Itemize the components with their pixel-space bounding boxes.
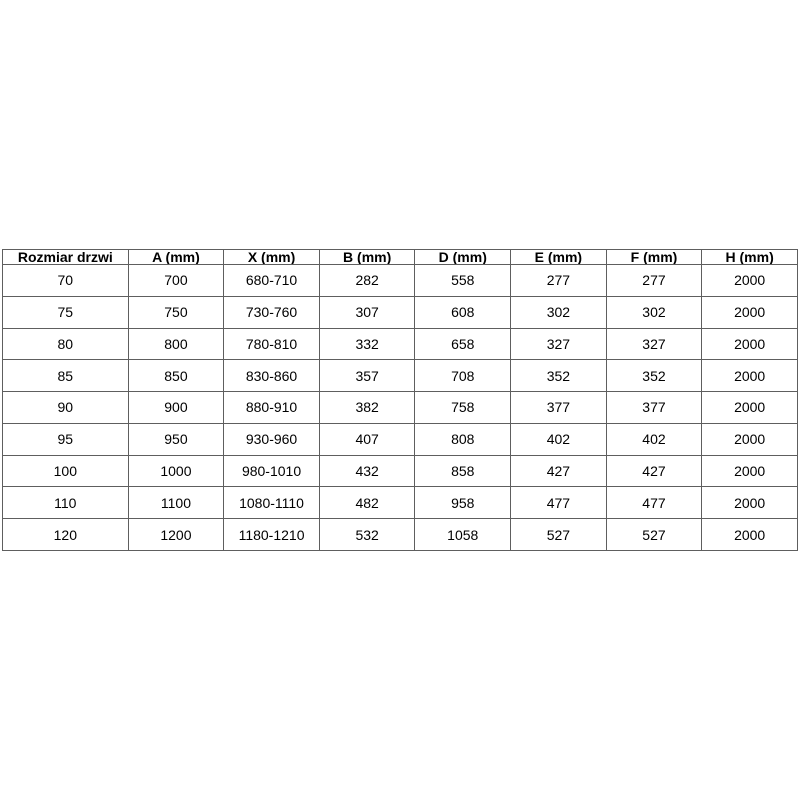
table-cell: 708 (414, 359, 512, 393)
table-cell: 277 (605, 264, 703, 297)
table-cell: 352 (510, 359, 607, 393)
column-header: F (mm) (605, 249, 703, 265)
table-header-row: Rozmiar drzwi A (mm) X (mm) B (mm) D (mm) E (… (2, 249, 798, 265)
table-row: 80 800 780-810 332 658 327 327 2000 (2, 327, 798, 361)
table-cell: 700 (127, 264, 225, 297)
table-cell: 958 (414, 486, 512, 520)
table-cell: 75 (2, 295, 129, 329)
table-row: 95 950 930-960 407 808 402 402 2000 (2, 422, 798, 456)
table-cell: 407 (318, 422, 416, 456)
column-header: H (mm) (701, 249, 798, 265)
table-row: 70 700 680-710 282 558 277 277 2000 (2, 264, 798, 297)
table-cell: 80 (2, 327, 129, 361)
table-cell: 357 (318, 359, 416, 393)
table-cell: 302 (510, 295, 607, 329)
table-cell: 2000 (701, 327, 798, 361)
column-header: D (mm) (414, 249, 512, 265)
table-cell: 1058 (414, 518, 512, 551)
table-cell: 2000 (701, 359, 798, 393)
table-cell: 980-1010 (223, 454, 320, 488)
table-cell: 482 (318, 486, 416, 520)
table-cell: 307 (318, 295, 416, 329)
table-cell: 880-910 (223, 391, 320, 424)
table-cell: 758 (414, 391, 512, 424)
table-cell: 558 (414, 264, 512, 297)
door-size-table-container: Rozmiar drzwi A (mm) X (mm) B (mm) D (mm) E (… (2, 249, 798, 551)
table-cell: 527 (605, 518, 703, 551)
table-cell: 432 (318, 454, 416, 488)
table-cell: 2000 (701, 391, 798, 424)
table-cell: 1080-1110 (223, 486, 320, 520)
table-cell: 427 (605, 454, 703, 488)
table-row: 90 900 880-910 382 758 377 377 2000 (2, 391, 798, 424)
table-cell: 2000 (701, 486, 798, 520)
table-cell: 282 (318, 264, 416, 297)
table-cell: 2000 (701, 454, 798, 488)
table-cell: 332 (318, 327, 416, 361)
table-cell: 377 (510, 391, 607, 424)
table-cell: 382 (318, 391, 416, 424)
table-cell: 750 (127, 295, 225, 329)
table-cell: 327 (510, 327, 607, 361)
column-header: E (mm) (510, 249, 607, 265)
table-cell: 780-810 (223, 327, 320, 361)
table-cell: 808 (414, 422, 512, 456)
table-cell: 950 (127, 422, 225, 456)
table-cell: 427 (510, 454, 607, 488)
table-cell: 120 (2, 518, 129, 551)
table-cell: 302 (605, 295, 703, 329)
column-header: Rozmiar drzwi (2, 249, 129, 265)
table-cell: 277 (510, 264, 607, 297)
table-cell: 2000 (701, 518, 798, 551)
table-cell: 532 (318, 518, 416, 551)
table-cell: 1000 (127, 454, 225, 488)
table-cell: 930-960 (223, 422, 320, 456)
table-row: 110 1100 1080-1110 482 958 477 477 2000 (2, 486, 798, 520)
table-row: 100 1000 980-1010 432 858 427 427 2000 (2, 454, 798, 488)
table-cell: 858 (414, 454, 512, 488)
table-row: 75 750 730-760 307 608 302 302 2000 (2, 295, 798, 329)
table-cell: 608 (414, 295, 512, 329)
table-cell: 680-710 (223, 264, 320, 297)
table-cell: 2000 (701, 295, 798, 329)
column-header: A (mm) (127, 249, 225, 265)
table-cell: 1100 (127, 486, 225, 520)
table-row: 85 850 830-860 357 708 352 352 2000 (2, 359, 798, 393)
table-cell: 850 (127, 359, 225, 393)
table-cell: 377 (605, 391, 703, 424)
table-cell: 95 (2, 422, 129, 456)
table-cell: 658 (414, 327, 512, 361)
table-cell: 900 (127, 391, 225, 424)
table-row: 120 1200 1180-1210 532 1058 527 527 2000 (2, 518, 798, 551)
table-cell: 85 (2, 359, 129, 393)
table-cell: 1180-1210 (223, 518, 320, 551)
table-cell: 110 (2, 486, 129, 520)
table-cell: 2000 (701, 422, 798, 456)
table-cell: 70 (2, 264, 129, 297)
table-cell: 100 (2, 454, 129, 488)
column-header: X (mm) (223, 249, 320, 265)
table-cell: 402 (510, 422, 607, 456)
table-cell: 402 (605, 422, 703, 456)
table-cell: 830-860 (223, 359, 320, 393)
table-body: 70 700 680-710 282 558 277 277 2000 75 750 730-760… (2, 264, 798, 551)
column-header: B (mm) (318, 249, 416, 265)
table-cell: 327 (605, 327, 703, 361)
table-cell: 527 (510, 518, 607, 551)
table-cell: 1200 (127, 518, 225, 551)
table-cell: 730-760 (223, 295, 320, 329)
table-cell: 800 (127, 327, 225, 361)
table-cell: 2000 (701, 264, 798, 297)
table-cell: 477 (605, 486, 703, 520)
door-size-table: Rozmiar drzwi A (mm) X (mm) B (mm) D (mm) E (… (2, 249, 798, 551)
table-cell: 477 (510, 486, 607, 520)
table-cell: 352 (605, 359, 703, 393)
table-cell: 90 (2, 391, 129, 424)
